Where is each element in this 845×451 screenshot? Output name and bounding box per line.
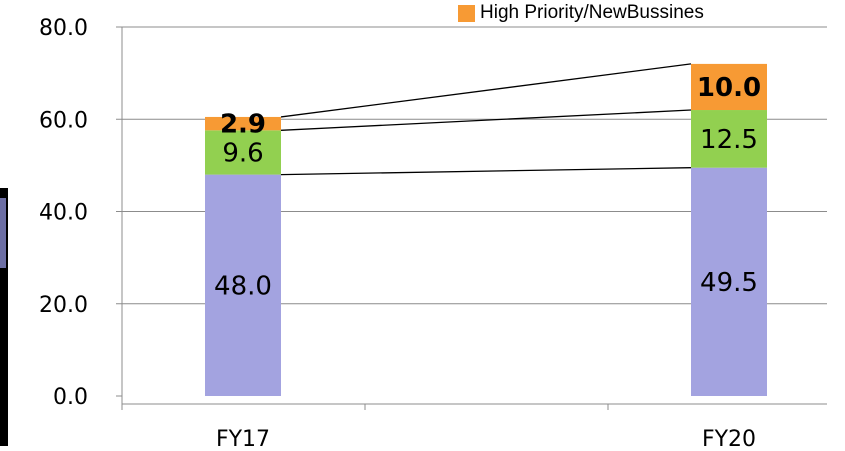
y-tick-label: 0.0 (53, 385, 88, 410)
bar-segment (205, 116, 281, 131)
cropped-edge-artifact (0, 188, 8, 446)
axes: 0.0 20.0 40.0 60.0 80.0 FY17 FY20 (39, 16, 827, 451)
data-label: 48.0 (214, 271, 272, 301)
bars (205, 63, 767, 396)
x-tick-label: FY17 (216, 427, 270, 451)
bar-segment (691, 167, 767, 396)
bar-segment (205, 174, 281, 396)
data-label: 49.5 (700, 268, 758, 298)
connector-line (280, 167, 692, 176)
legend-label: High Priority/NewBussines (480, 2, 704, 23)
bar-segment (205, 130, 281, 175)
connector-line (280, 109, 692, 131)
y-tick-label: 80.0 (39, 16, 88, 41)
data-label: 9.6 (222, 138, 263, 168)
y-tick-label: 60.0 (39, 108, 88, 133)
connector-lines (280, 63, 692, 176)
legend: High Priority/NewBussines (458, 2, 704, 23)
connector-line (280, 63, 692, 118)
data-label: 2.9 (220, 110, 266, 140)
bar-segment (691, 63, 767, 111)
data-label: 12.5 (700, 125, 758, 155)
y-tick-label: 40.0 (39, 201, 88, 226)
data-label: 10.0 (697, 73, 761, 103)
data-labels: 48.0 9.62.9 49.5 12.5 10.0 (214, 73, 761, 301)
legend-swatch (458, 5, 475, 22)
y-tick-label: 20.0 (39, 293, 88, 318)
cropped-edge-artifact-fill (0, 198, 6, 268)
x-tick-label: FY20 (702, 427, 756, 451)
bar-segment (691, 110, 767, 168)
